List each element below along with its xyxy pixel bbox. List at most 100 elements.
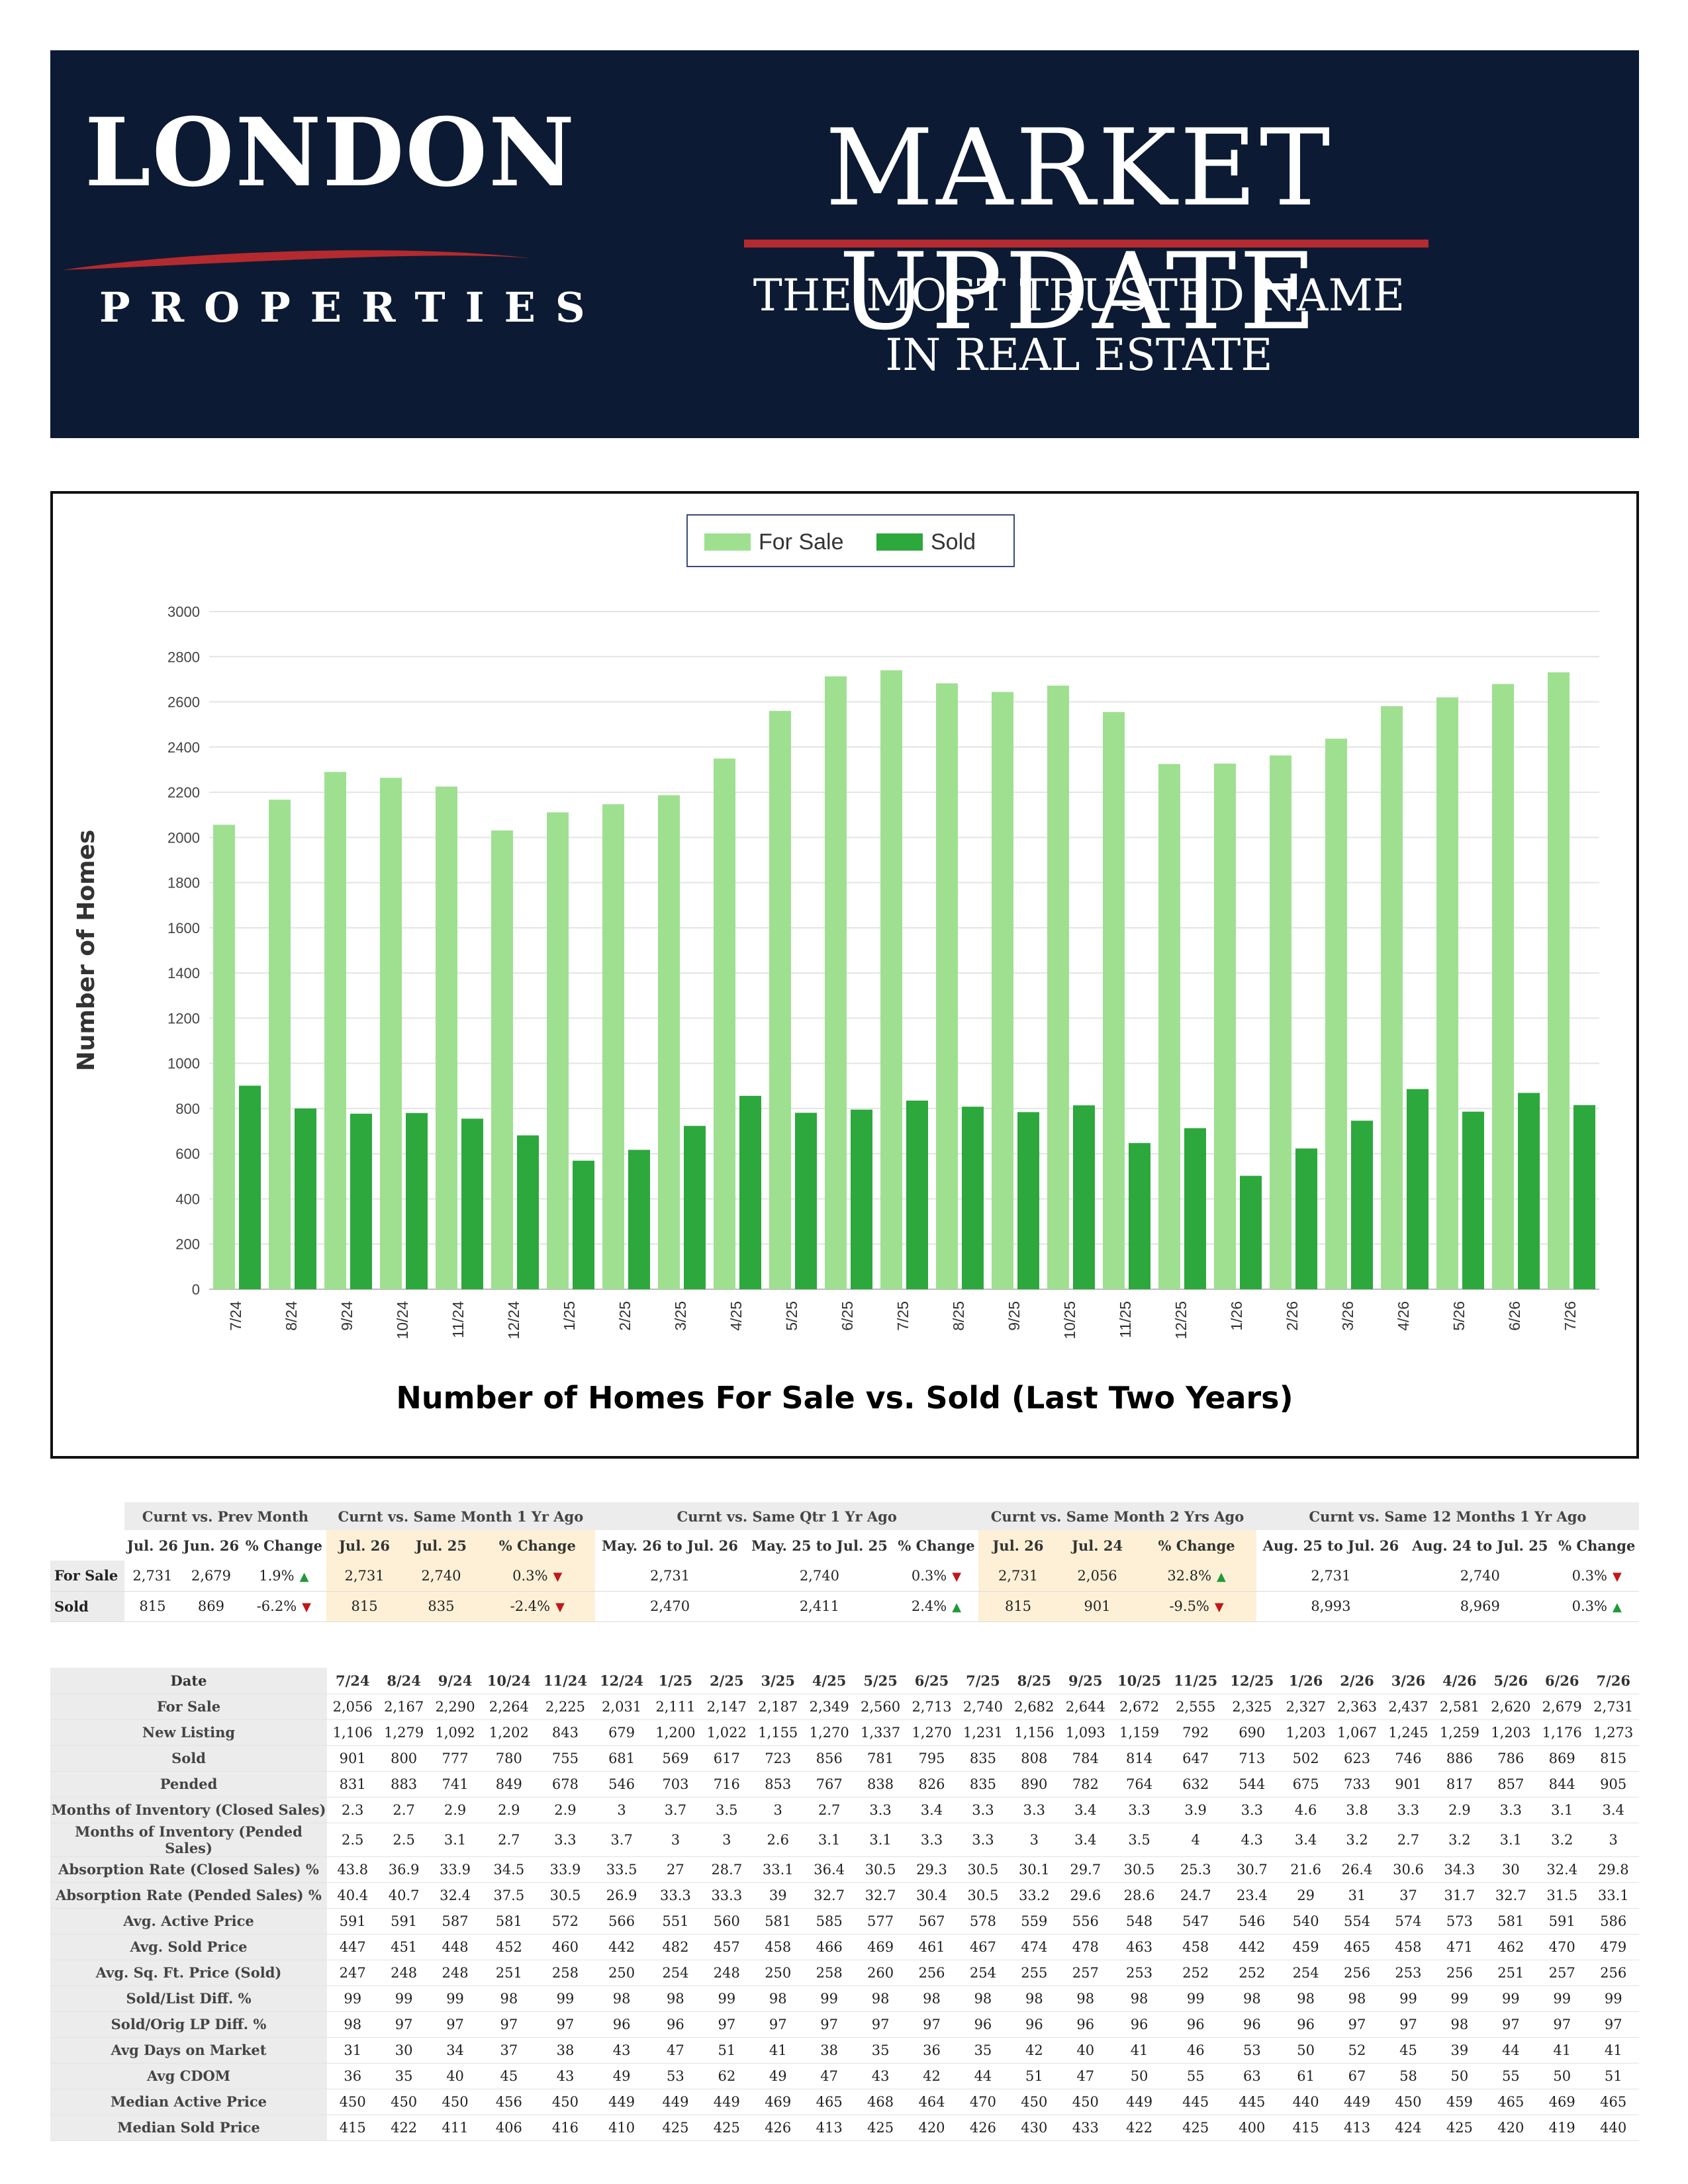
stats-value: 782 xyxy=(1060,1771,1111,1797)
stats-value: 460 xyxy=(537,1934,594,1960)
stats-value: 3.1 xyxy=(1485,1823,1537,1857)
stats-row: Median Active Price 450 450 450 456 450 449 449… xyxy=(50,2089,1639,2115)
stats-value: 585 xyxy=(803,1908,855,1934)
summary-percent-change: -9.5% ▼ xyxy=(1137,1591,1256,1622)
stats-value: 463 xyxy=(1111,1934,1168,1960)
stats-value: 97 xyxy=(1382,2011,1434,2038)
bar-sold xyxy=(1351,1120,1373,1289)
y-axis-label: Number of Homes xyxy=(73,830,100,1071)
bar-chart: 0 200 400 600 800 1000 1200 1400 1600 1800 2000 220… xyxy=(73,514,1599,1416)
stats-value: 450 xyxy=(327,2089,379,2115)
bar-sold xyxy=(962,1107,984,1289)
stats-value: 835 xyxy=(957,1771,1009,1797)
stats-row: Avg. Sold Price 447 451 448 452 460 442 482 457 4… xyxy=(50,1934,1639,1960)
stats-value: 459 xyxy=(1280,1934,1332,1960)
stats-value: 98 xyxy=(593,1985,650,2012)
stats-value: 3.3 xyxy=(537,1823,594,1857)
stats-value: 38 xyxy=(537,2037,594,2064)
stats-value: 96 xyxy=(1060,2011,1111,2038)
stats-value: 67 xyxy=(1331,2063,1383,2089)
summary-table: Curnt vs. Prev Month Curnt vs. Same Month… xyxy=(50,1502,1639,1622)
stats-month-header: 3/26 xyxy=(1382,1668,1434,1694)
stats-value: 458 xyxy=(1167,1934,1224,1960)
stats-value: 1,270 xyxy=(803,1719,855,1746)
stats-value: 869 xyxy=(1536,1745,1588,1772)
stats-value: 572 xyxy=(537,1908,594,1934)
stats-value: 1,231 xyxy=(957,1719,1009,1746)
stats-row: Median Sold Price 415 422 411 406 416 410 425 42… xyxy=(50,2115,1639,2141)
stats-value: 98 xyxy=(649,1985,702,2012)
stats-value: 853 xyxy=(752,1771,804,1797)
summary-value: 901 xyxy=(1057,1591,1137,1622)
stats-value: 849 xyxy=(481,1771,538,1797)
stats-value: 26.4 xyxy=(1331,1856,1383,1883)
stats-value: 578 xyxy=(957,1908,1009,1934)
legend-swatch-for-sale xyxy=(704,533,751,551)
stats-value: 831 xyxy=(327,1771,379,1797)
bar-sold xyxy=(1573,1105,1595,1289)
stats-value: 406 xyxy=(481,2115,538,2141)
stats-value: 470 xyxy=(1536,1934,1588,1960)
stats-value: 251 xyxy=(1485,1960,1537,1986)
stats-value: 258 xyxy=(537,1960,594,1986)
stats-value: 905 xyxy=(1587,1771,1639,1797)
stats-value: 98 xyxy=(1434,2011,1485,2038)
bar-sold xyxy=(739,1095,761,1289)
bar-for-sale xyxy=(1214,763,1236,1289)
stats-value: 30 xyxy=(1485,1856,1537,1883)
stats-value: 256 xyxy=(1331,1960,1383,1986)
stats-value: 55 xyxy=(1485,2063,1537,2089)
stats-value: 30.5 xyxy=(957,1856,1009,1883)
stats-value: 857 xyxy=(1485,1771,1537,1797)
stats-value: 3.1 xyxy=(1536,1797,1588,1823)
stats-value: 465 xyxy=(1587,2089,1639,2115)
stats-row: Absorption Rate (Closed Sales) % 43.8 36.9… xyxy=(50,1856,1639,1883)
stats-row: Avg CDOM 36 35 40 45 43 49 53 62 49 47 43 42 44 51 47 50… xyxy=(50,2063,1639,2089)
stats-value: 755 xyxy=(537,1745,594,1772)
stats-row-label: Median Sold Price xyxy=(50,2115,327,2141)
stats-value: 32.4 xyxy=(429,1882,481,1909)
stats-value: 40.7 xyxy=(378,1882,430,1909)
stats-value: 253 xyxy=(1382,1960,1434,1986)
stats-value: 260 xyxy=(855,1960,906,1986)
x-tick-label: 5/25 xyxy=(783,1301,800,1331)
stats-row-label: Avg. Sq. Ft. Price (Sold) xyxy=(50,1960,327,1986)
up-arrow-icon: ▲ xyxy=(299,1569,309,1584)
stats-value: 469 xyxy=(1536,2089,1588,2115)
bar-sold xyxy=(517,1135,539,1289)
summary-column-header: Jul. 26 xyxy=(326,1530,403,1561)
stats-row-label: New Listing xyxy=(50,1719,327,1746)
stats-month-header: 7/24 xyxy=(327,1668,379,1694)
stats-value: 1,279 xyxy=(378,1719,430,1746)
stats-value: 42 xyxy=(906,2063,958,2089)
stats-value: 445 xyxy=(1167,2089,1224,2115)
stats-value: 433 xyxy=(1060,2115,1111,2141)
stats-value: 2,147 xyxy=(701,1694,753,1720)
bar-for-sale xyxy=(1381,706,1403,1289)
stats-month-header: 8/25 xyxy=(1008,1668,1060,1694)
stats-value: 445 xyxy=(1223,2089,1280,2115)
stats-value: 502 xyxy=(1280,1745,1332,1772)
stats-value: 44 xyxy=(957,2063,1009,2089)
stats-value: 47 xyxy=(803,2063,855,2089)
stats-value: 465 xyxy=(1485,2089,1537,2115)
stats-value: 35 xyxy=(378,2063,430,2089)
summary-column-header: Jun. 26 xyxy=(180,1530,242,1561)
stats-value: 98 xyxy=(957,1985,1009,2012)
stats-value: 2.5 xyxy=(327,1823,379,1857)
stats-value: 448 xyxy=(429,1934,481,1960)
stats-value: 3.3 xyxy=(1382,1797,1434,1823)
stats-value: 29.7 xyxy=(1060,1856,1111,1883)
stats-value: 3.4 xyxy=(1587,1797,1639,1823)
stats-value: 253 xyxy=(1111,1960,1168,1986)
stats-value: 547 xyxy=(1167,1908,1224,1934)
summary-percent-change: 1.9% ▲ xyxy=(242,1561,326,1592)
stats-value: 546 xyxy=(593,1771,650,1797)
stats-value: 3.8 xyxy=(1331,1797,1383,1823)
stats-value: 63 xyxy=(1223,2063,1280,2089)
stats-value: 45 xyxy=(1382,2037,1434,2064)
stats-value: 450 xyxy=(1060,2089,1111,2115)
stats-value: 419 xyxy=(1536,2115,1588,2141)
stats-value: 2,644 xyxy=(1060,1694,1111,1720)
stats-value: 690 xyxy=(1223,1719,1280,1746)
